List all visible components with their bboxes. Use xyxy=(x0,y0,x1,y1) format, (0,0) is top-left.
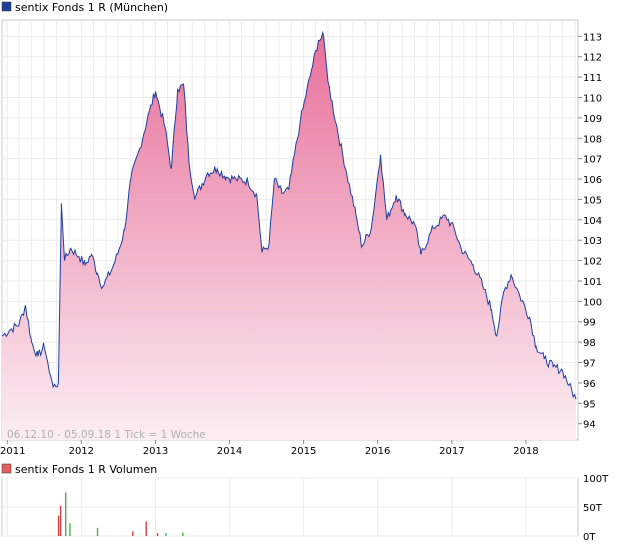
volume-bar xyxy=(64,492,67,536)
volume-bars xyxy=(57,492,184,536)
x-tick-label: 2017 xyxy=(439,446,464,457)
volume-y-tick-label: 100T xyxy=(583,474,609,485)
y-tick-label: 95 xyxy=(583,399,596,410)
volume-bar xyxy=(145,521,147,536)
volume-bar xyxy=(96,527,99,536)
y-tick-label: 109 xyxy=(583,114,602,125)
y-tick-label: 94 xyxy=(583,420,596,431)
y-tick-label: 99 xyxy=(583,318,596,329)
x-tick-label: 2011 xyxy=(0,446,25,457)
y-tick-label: 104 xyxy=(583,216,602,227)
y-tick-label: 112 xyxy=(583,53,602,64)
volume-y-tick-label: 50T xyxy=(583,503,603,514)
y-tick-label: 102 xyxy=(583,257,602,268)
x-tick-label: 2018 xyxy=(513,446,538,457)
volume-bar xyxy=(132,531,134,536)
y-tick-label: 111 xyxy=(583,73,602,84)
x-tick-label: 2016 xyxy=(365,446,390,457)
y-tick-label: 101 xyxy=(583,277,602,288)
price-line xyxy=(2,30,577,400)
volume-bar xyxy=(182,532,184,536)
price-legend-label: sentix Fonds 1 R (München) xyxy=(15,1,168,14)
price-legend-swatch xyxy=(1,1,12,12)
x-tick-label: 2012 xyxy=(69,446,94,457)
volume-bar xyxy=(57,515,60,536)
volume-bar xyxy=(165,533,167,536)
y-tick-label: 106 xyxy=(583,175,602,186)
volume-bar xyxy=(59,505,62,536)
x-tick-label: 2014 xyxy=(217,446,242,457)
y-tick-label: 105 xyxy=(583,195,602,206)
volume-gridlines xyxy=(2,477,578,537)
price-y-axis: 94 95 96 97 98 99 100 101 102 103 104 105 106 107 108 1… xyxy=(578,32,602,431)
price-x-axis: 2011 2012 2013 2014 2015 2016 2017 2018 xyxy=(0,440,539,457)
volume-legend-swatch xyxy=(1,463,12,474)
volume-y-tick-label: 0T xyxy=(583,532,596,543)
volume-y-axis: 0T 50T 100T xyxy=(583,474,609,543)
y-tick-label: 110 xyxy=(583,93,602,104)
x-tick-label: 2013 xyxy=(143,446,168,457)
x-tick-label: 2015 xyxy=(291,446,316,457)
y-tick-label: 96 xyxy=(583,379,596,390)
y-tick-label: 97 xyxy=(583,359,596,370)
y-tick-label: 98 xyxy=(583,338,596,349)
y-tick-label: 108 xyxy=(583,134,602,145)
y-tick-label: 113 xyxy=(583,32,602,43)
volume-bar xyxy=(156,533,159,536)
date-range-annotation: 06.12.10 - 05.09.18 1 Tick = 1 Woche xyxy=(7,429,206,441)
y-tick-label: 100 xyxy=(583,297,602,308)
volume-legend-label: sentix Fonds 1 R Volumen xyxy=(15,463,157,476)
volume-bar xyxy=(69,523,71,536)
y-tick-label: 103 xyxy=(583,236,602,247)
price-area-fill xyxy=(2,32,576,440)
y-tick-label: 107 xyxy=(583,155,602,166)
